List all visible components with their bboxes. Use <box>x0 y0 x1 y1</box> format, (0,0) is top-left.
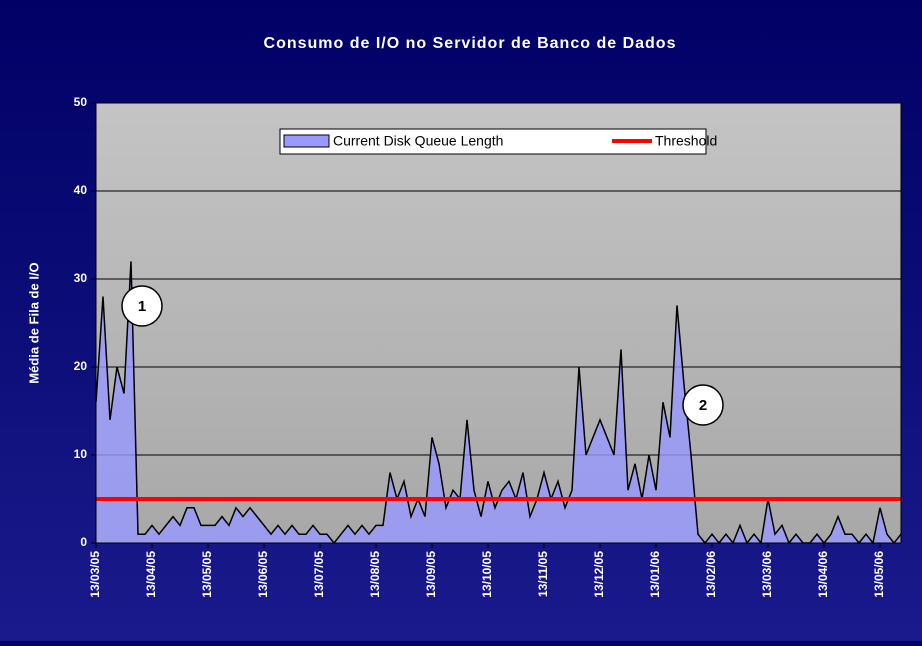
annotation-circle <box>682 384 724 426</box>
x-tick-label: 13/08/05 <box>368 551 382 598</box>
x-tick-label: 13/06/05 <box>256 551 270 598</box>
plot-border <box>95 102 902 544</box>
plot-area <box>96 103 901 543</box>
chart-title: Consumo de I/O no Servidor de Banco de D… <box>264 35 677 52</box>
x-tick-label: 13/04/06 <box>816 551 830 598</box>
x-tick-label: 13/09/05 <box>424 551 438 598</box>
y-tick-label: 50 <box>74 95 88 109</box>
legend: Current Disk Queue Length Threshold <box>279 128 717 155</box>
annotation: 1 <box>138 298 146 315</box>
x-tick-label: 13/12/05 <box>592 551 606 598</box>
x-tick-label: 13/11/05 <box>536 551 550 597</box>
annotation: 2 <box>699 397 707 414</box>
x-tick-label: 13/05/05 <box>200 551 214 598</box>
x-tick-label: 13/04/05 <box>144 551 158 598</box>
x-tick-label: 13/03/06 <box>760 551 774 598</box>
y-tick-label: 20 <box>74 359 88 373</box>
y-axis-label: Média de Fila de I/O <box>26 262 41 383</box>
x-tick-label: 13/05/06 <box>872 551 886 598</box>
y-tick-label: 0 <box>80 535 87 549</box>
legend-label: Threshold <box>655 133 717 149</box>
x-tick-label: 13/07/05 <box>312 551 326 598</box>
y-tick-label: 40 <box>74 183 88 197</box>
x-tick-label: 13/10/05 <box>480 551 494 598</box>
x-tick-label: 13/03/05 <box>88 551 102 598</box>
y-tick-label: 30 <box>74 271 88 285</box>
x-tick-label: 13/01/06 <box>648 551 662 598</box>
legend-label: Current Disk Queue Length <box>333 133 503 149</box>
y-tick-label: 10 <box>74 447 88 461</box>
annotation-circle <box>121 285 163 327</box>
x-tick-label: 13/02/06 <box>704 551 718 598</box>
legend-swatch <box>283 134 330 148</box>
